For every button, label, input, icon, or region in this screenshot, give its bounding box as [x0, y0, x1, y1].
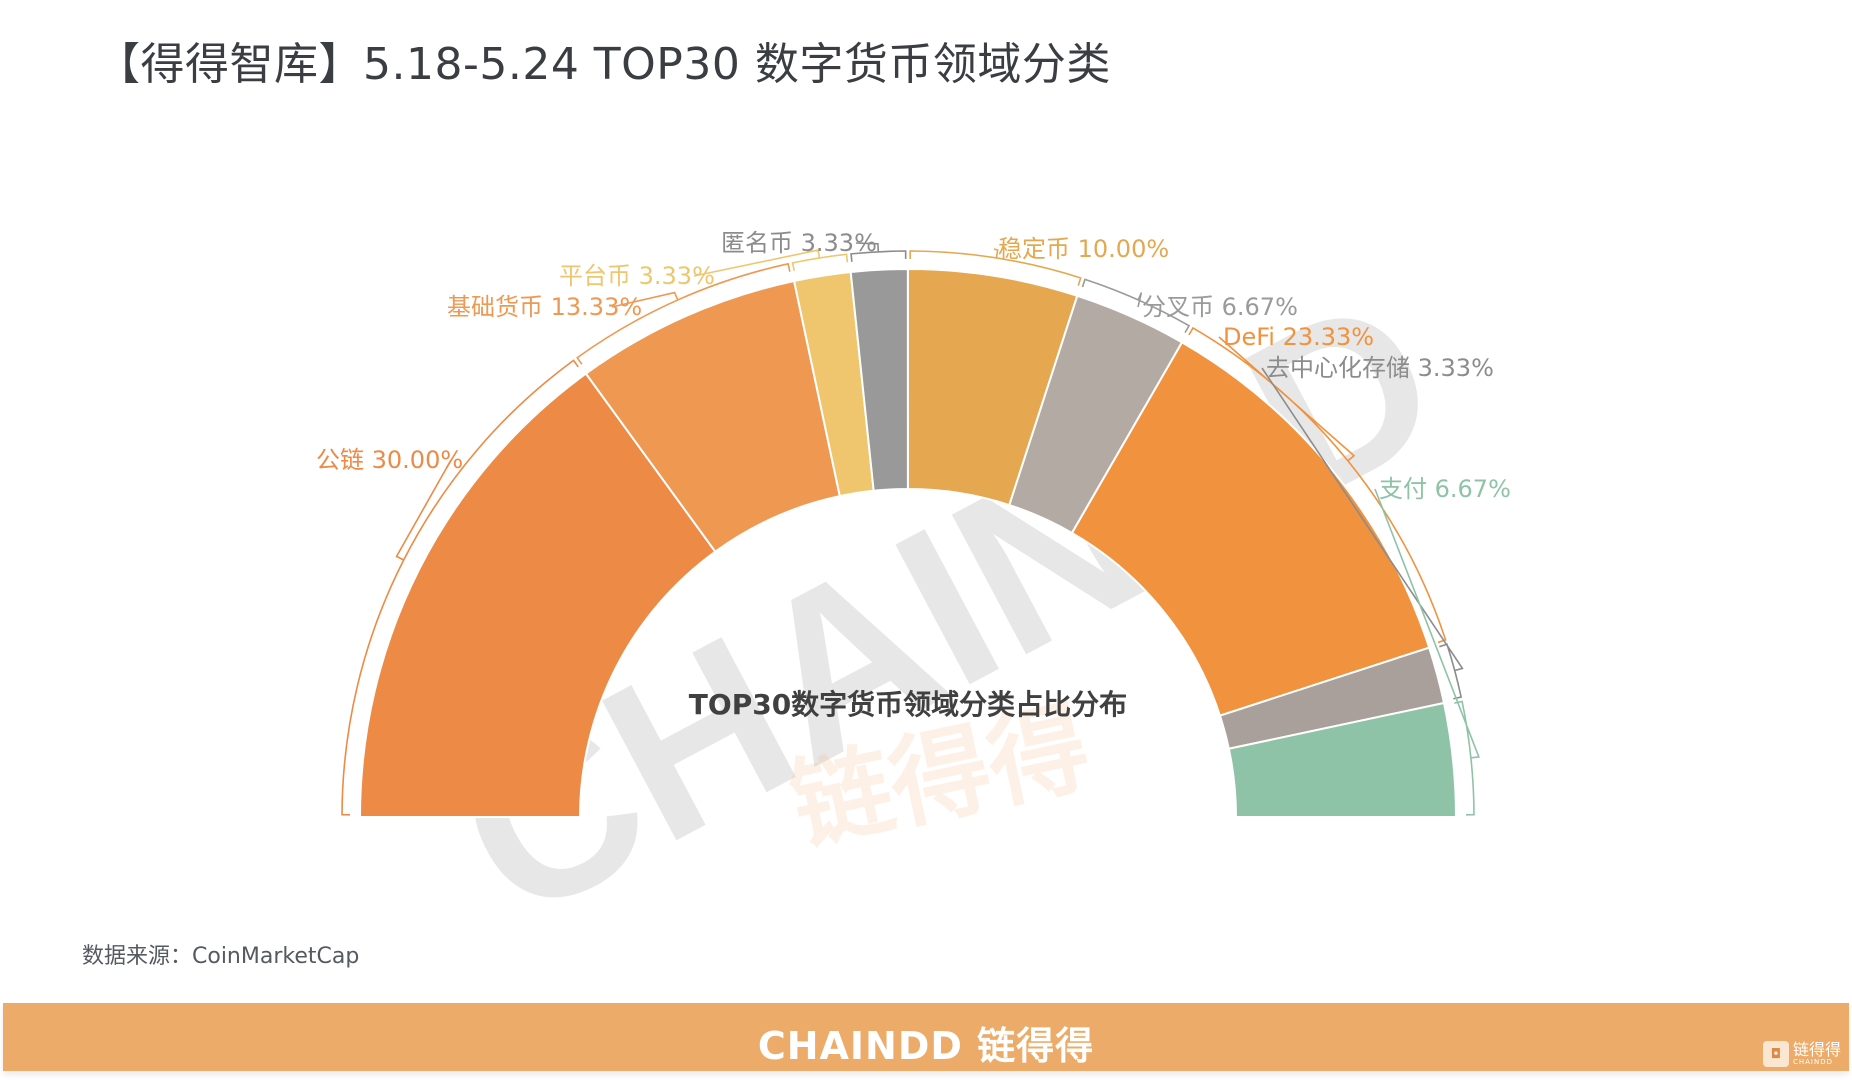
- segment-0: [358, 372, 717, 818]
- leader-line-6: [1188, 326, 1447, 644]
- logo-text: 链得得: [1792, 1040, 1841, 1059]
- segment-8: [1227, 701, 1458, 818]
- logo-icon: ◘: [1762, 1041, 1789, 1067]
- segment-label-8: 支付 6.67%: [1379, 475, 1511, 503]
- leader-line-3: [850, 242, 907, 262]
- data-source: 数据来源：CoinMarketCap: [82, 944, 360, 969]
- segment-6: [1070, 341, 1431, 717]
- banner-brand: CHAINDD 链得得: [757, 1024, 1095, 1068]
- leader-line-7: [1261, 367, 1464, 700]
- leader-line-0: [341, 359, 579, 816]
- corner-logo: ◘ 链得得 CHAINDD: [1762, 1040, 1841, 1067]
- segment-label-2: 平台币 3.33%: [559, 262, 715, 290]
- segment-label-0: 公链 30.00%: [316, 446, 463, 474]
- footer-banner: CHAINDD 链得得 ◘ 链得得 CHAINDD: [3, 1003, 1849, 1071]
- chart-leader-lines: [341, 242, 1480, 816]
- half-donut-chart: CHAINDD 公链 30.00%基础货币 13.33%平台币 3.33%匿名币…: [316, 229, 1511, 969]
- leader-line-8: [1374, 488, 1480, 816]
- leader-line-4: [909, 248, 1082, 286]
- page-title: 【得得智库】5.18-5.24 TOP30 数字货币领域分类: [96, 39, 1111, 90]
- segment-label-3: 匿名币 3.33%: [721, 229, 877, 257]
- leader-line-2: [693, 249, 849, 277]
- leader-line-5: [1081, 278, 1191, 334]
- segment-label-5: 分叉币 6.67%: [1142, 293, 1298, 321]
- segment-label-6: DeFi 23.33%: [1223, 323, 1374, 351]
- logo-sub: CHAINDD: [1792, 1058, 1834, 1066]
- chart-segments: [358, 267, 1458, 818]
- chart-center-title: TOP30数字货币领域分类占比分布: [689, 688, 1127, 721]
- segment-label-4: 稳定币 10.00%: [998, 235, 1169, 263]
- leader-line-1: [576, 262, 791, 365]
- segment-label-7: 去中心化存储 3.33%: [1266, 354, 1494, 382]
- segment-label-1: 基础货币 13.33%: [447, 293, 642, 321]
- chart-labels: 公链 30.00% 基础货币 13.33% 平台币 3.33%匿名币 3.33% 稳定…: [316, 229, 1511, 503]
